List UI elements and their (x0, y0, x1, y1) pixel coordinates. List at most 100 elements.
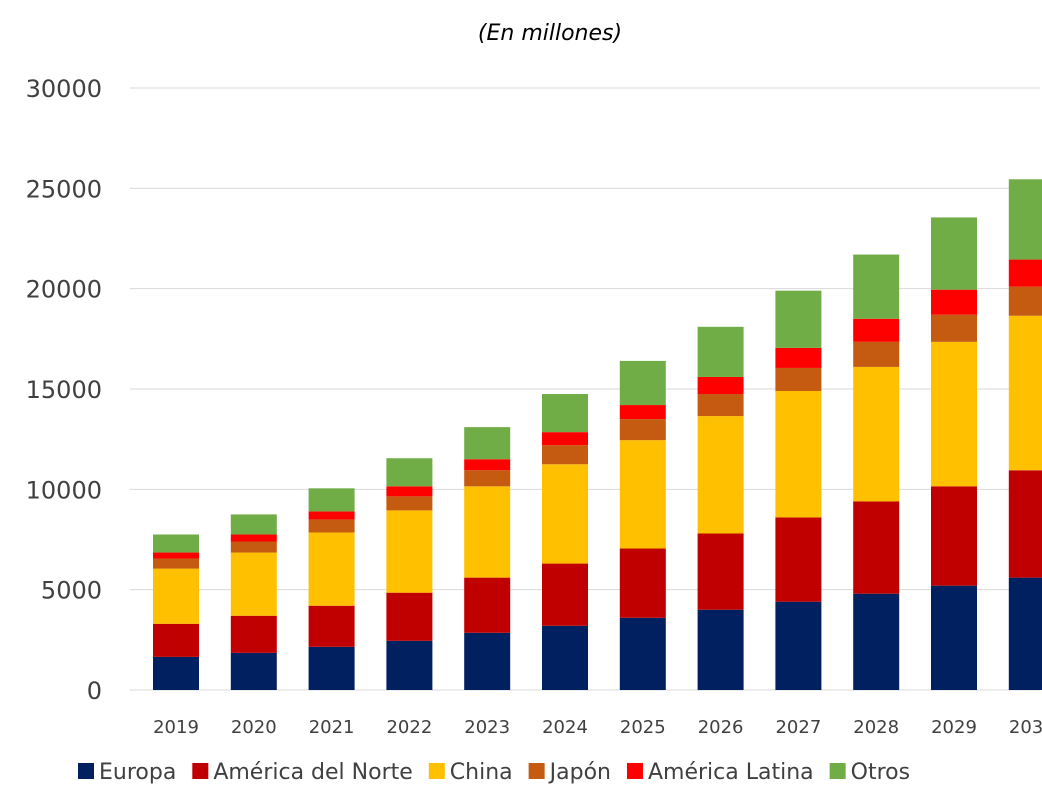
y-tick-label: 10000 (26, 476, 102, 504)
bar-segment-europa-2030 (1008, 577, 1042, 690)
bar-segment-américa-latina-2021 (308, 511, 355, 520)
bar-segment-américa-del-norte-2022 (386, 592, 433, 641)
legend-item-china: China (428, 760, 513, 785)
bar-segment-américa-del-norte-2024 (542, 563, 588, 626)
bar-segment-china-2030 (1008, 315, 1042, 471)
bar-segment-europa-2028 (853, 593, 900, 690)
y-tick-label: 0 (87, 677, 102, 705)
bar-segment-europa-2019 (153, 656, 199, 690)
bar-segment-china-2027 (775, 391, 822, 518)
legend-swatch (626, 763, 643, 779)
bar-segment-otros-2025 (619, 360, 666, 406)
bar-segment-japón-2026 (697, 394, 744, 417)
bar-segment-japón-2019 (153, 558, 199, 569)
legend-swatch (428, 763, 445, 779)
bar-segment-américa-latina-2020 (230, 534, 277, 542)
bar-segment-américa-latina-2022 (386, 486, 433, 497)
bar-segment-américa-latina-2027 (775, 347, 822, 368)
bar-segment-japón-2025 (619, 419, 666, 441)
bar-segment-china-2023 (464, 486, 511, 578)
bar-stack-2021 (308, 488, 355, 690)
bar-segment-europa-2024 (542, 625, 588, 690)
x-tick-label: 2028 (853, 717, 899, 738)
x-tick-label: 2023 (464, 717, 510, 738)
bar-segment-américa-del-norte-2020 (230, 615, 277, 653)
legend-item-américa-del-norte: América del Norte (192, 760, 413, 785)
bar-segment-américa-latina-2028 (853, 318, 900, 342)
x-tick-label: 2026 (698, 717, 744, 738)
bar-segment-japón-2030 (1008, 286, 1042, 316)
bars (153, 179, 1042, 690)
x-tick-label: 2025 (620, 717, 666, 738)
bar-segment-japón-2023 (464, 470, 511, 487)
bar-segment-américa-latina-2023 (464, 459, 511, 471)
bar-stack-2027 (775, 290, 822, 690)
bar-segment-otros-2028 (853, 254, 900, 319)
bar-segment-otros-2020 (230, 514, 277, 535)
bar-segment-américa-latina-2019 (153, 552, 199, 559)
y-tick-label: 15000 (26, 376, 102, 404)
bar-segment-américa-del-norte-2021 (308, 605, 355, 647)
bar-segment-otros-2029 (931, 217, 977, 290)
bar-segment-china-2024 (542, 464, 588, 564)
bar-segment-américa-latina-2025 (619, 405, 666, 420)
legend-item-europa: Europa (78, 760, 176, 785)
bar-segment-japón-2020 (230, 541, 277, 553)
bar-segment-europa-2023 (464, 632, 511, 690)
bar-segment-otros-2019 (153, 534, 199, 553)
x-tick-label: 2019 (153, 717, 199, 738)
bar-stack-2023 (464, 427, 511, 690)
bar-segment-américa-latina-2026 (697, 376, 744, 395)
bar-segment-otros-2026 (697, 326, 744, 377)
legend-label: América del Norte (213, 760, 412, 785)
bar-stack-2026 (697, 326, 744, 690)
x-tick-label: 2022 (386, 717, 432, 738)
bar-segment-japón-2021 (308, 519, 355, 533)
y-tick-label: 25000 (26, 175, 102, 203)
bar-segment-américa-del-norte-2029 (931, 486, 977, 586)
legend-swatch (192, 763, 209, 779)
legend-label: América Latina (648, 760, 814, 785)
bar-stack-2028 (853, 254, 900, 690)
bar-stack-2024 (542, 394, 588, 690)
bar-stack-2019 (153, 534, 199, 690)
legend-swatch (78, 763, 94, 779)
bar-segment-europa-2025 (619, 617, 666, 690)
y-tick-label: 5000 (41, 577, 102, 605)
legend-item-otros: Otros (829, 760, 910, 785)
bar-segment-china-2021 (308, 532, 355, 606)
bar-segment-otros-2030 (1008, 179, 1042, 260)
bar-stack-2029 (931, 217, 977, 690)
bar-segment-japón-2029 (931, 314, 977, 342)
bar-segment-américa-latina-2030 (1008, 259, 1042, 287)
legend-label: Japón (548, 760, 611, 785)
bar-stack-2030 (1008, 179, 1042, 690)
bar-segment-japón-2022 (386, 496, 433, 511)
y-tick-label: 30000 (26, 75, 102, 103)
bar-segment-europa-2021 (308, 646, 355, 690)
x-axis-tick-labels: 2019 2020 2021 2022 2023 2024 2025 2026 2027 2028… (153, 717, 1042, 738)
legend-swatch (528, 763, 545, 779)
legend-label: Otros (851, 760, 910, 785)
bar-stack-2020 (230, 514, 277, 690)
bar-segment-europa-2020 (230, 652, 277, 690)
bar-stack-2022 (386, 458, 433, 690)
bar-segment-china-2020 (230, 552, 277, 616)
legend-item-japón: Japón (528, 760, 611, 785)
y-axis-tick-labels: 0 5000 10000 15000 20000 25000 30000 (26, 75, 102, 705)
bar-segment-japón-2028 (853, 341, 900, 367)
bar-segment-china-2022 (386, 510, 433, 593)
bar-segment-japón-2024 (542, 445, 588, 465)
bar-segment-china-2026 (697, 416, 744, 534)
bar-segment-europa-2022 (386, 640, 433, 690)
x-tick-label: 2027 (775, 717, 821, 738)
bar-segment-américa-latina-2029 (931, 289, 977, 315)
legend-label: Europa (99, 760, 176, 785)
x-tick-label: 2021 (309, 717, 355, 738)
bar-segment-otros-2021 (308, 488, 355, 512)
bar-segment-américa-del-norte-2019 (153, 623, 199, 657)
bar-segment-américa-del-norte-2023 (464, 577, 511, 633)
x-tick-label: 2020 (231, 717, 277, 738)
bar-segment-otros-2023 (464, 427, 511, 460)
